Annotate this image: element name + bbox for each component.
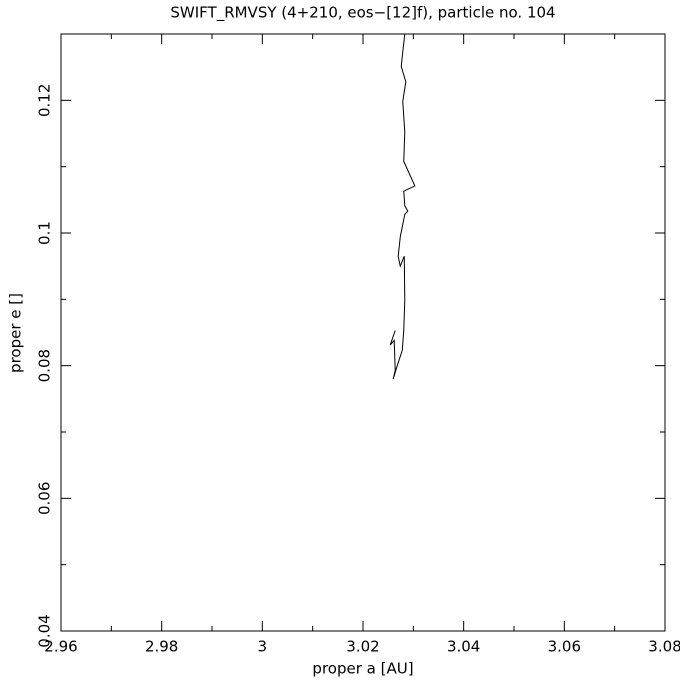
y-axis-label: proper e [] [7,293,25,373]
x-tick-label: 2.98 [145,638,178,656]
x-tick-label: 3.06 [548,638,581,656]
data-line [389,33,416,380]
x-tick-label: 3.04 [447,638,480,656]
x-tick-label: 3.02 [346,638,379,656]
x-tick-label: 3.08 [648,638,680,656]
x-tick-label: 2.96 [44,638,77,656]
y-tick-label: 0.08 [36,349,54,382]
y-tick-label: 0.04 [36,614,54,647]
x-tick-label: 3 [258,638,268,656]
y-tick-label: 0.06 [36,482,54,515]
x-axis-label: proper a [AU] [312,660,413,678]
chart-title: SWIFT_RMVSY (4+210, eos−[12]f), particle… [170,4,555,23]
plot-frame [60,33,666,632]
y-tick-label: 0.12 [36,84,54,117]
y-tick-label: 0.1 [36,221,54,245]
